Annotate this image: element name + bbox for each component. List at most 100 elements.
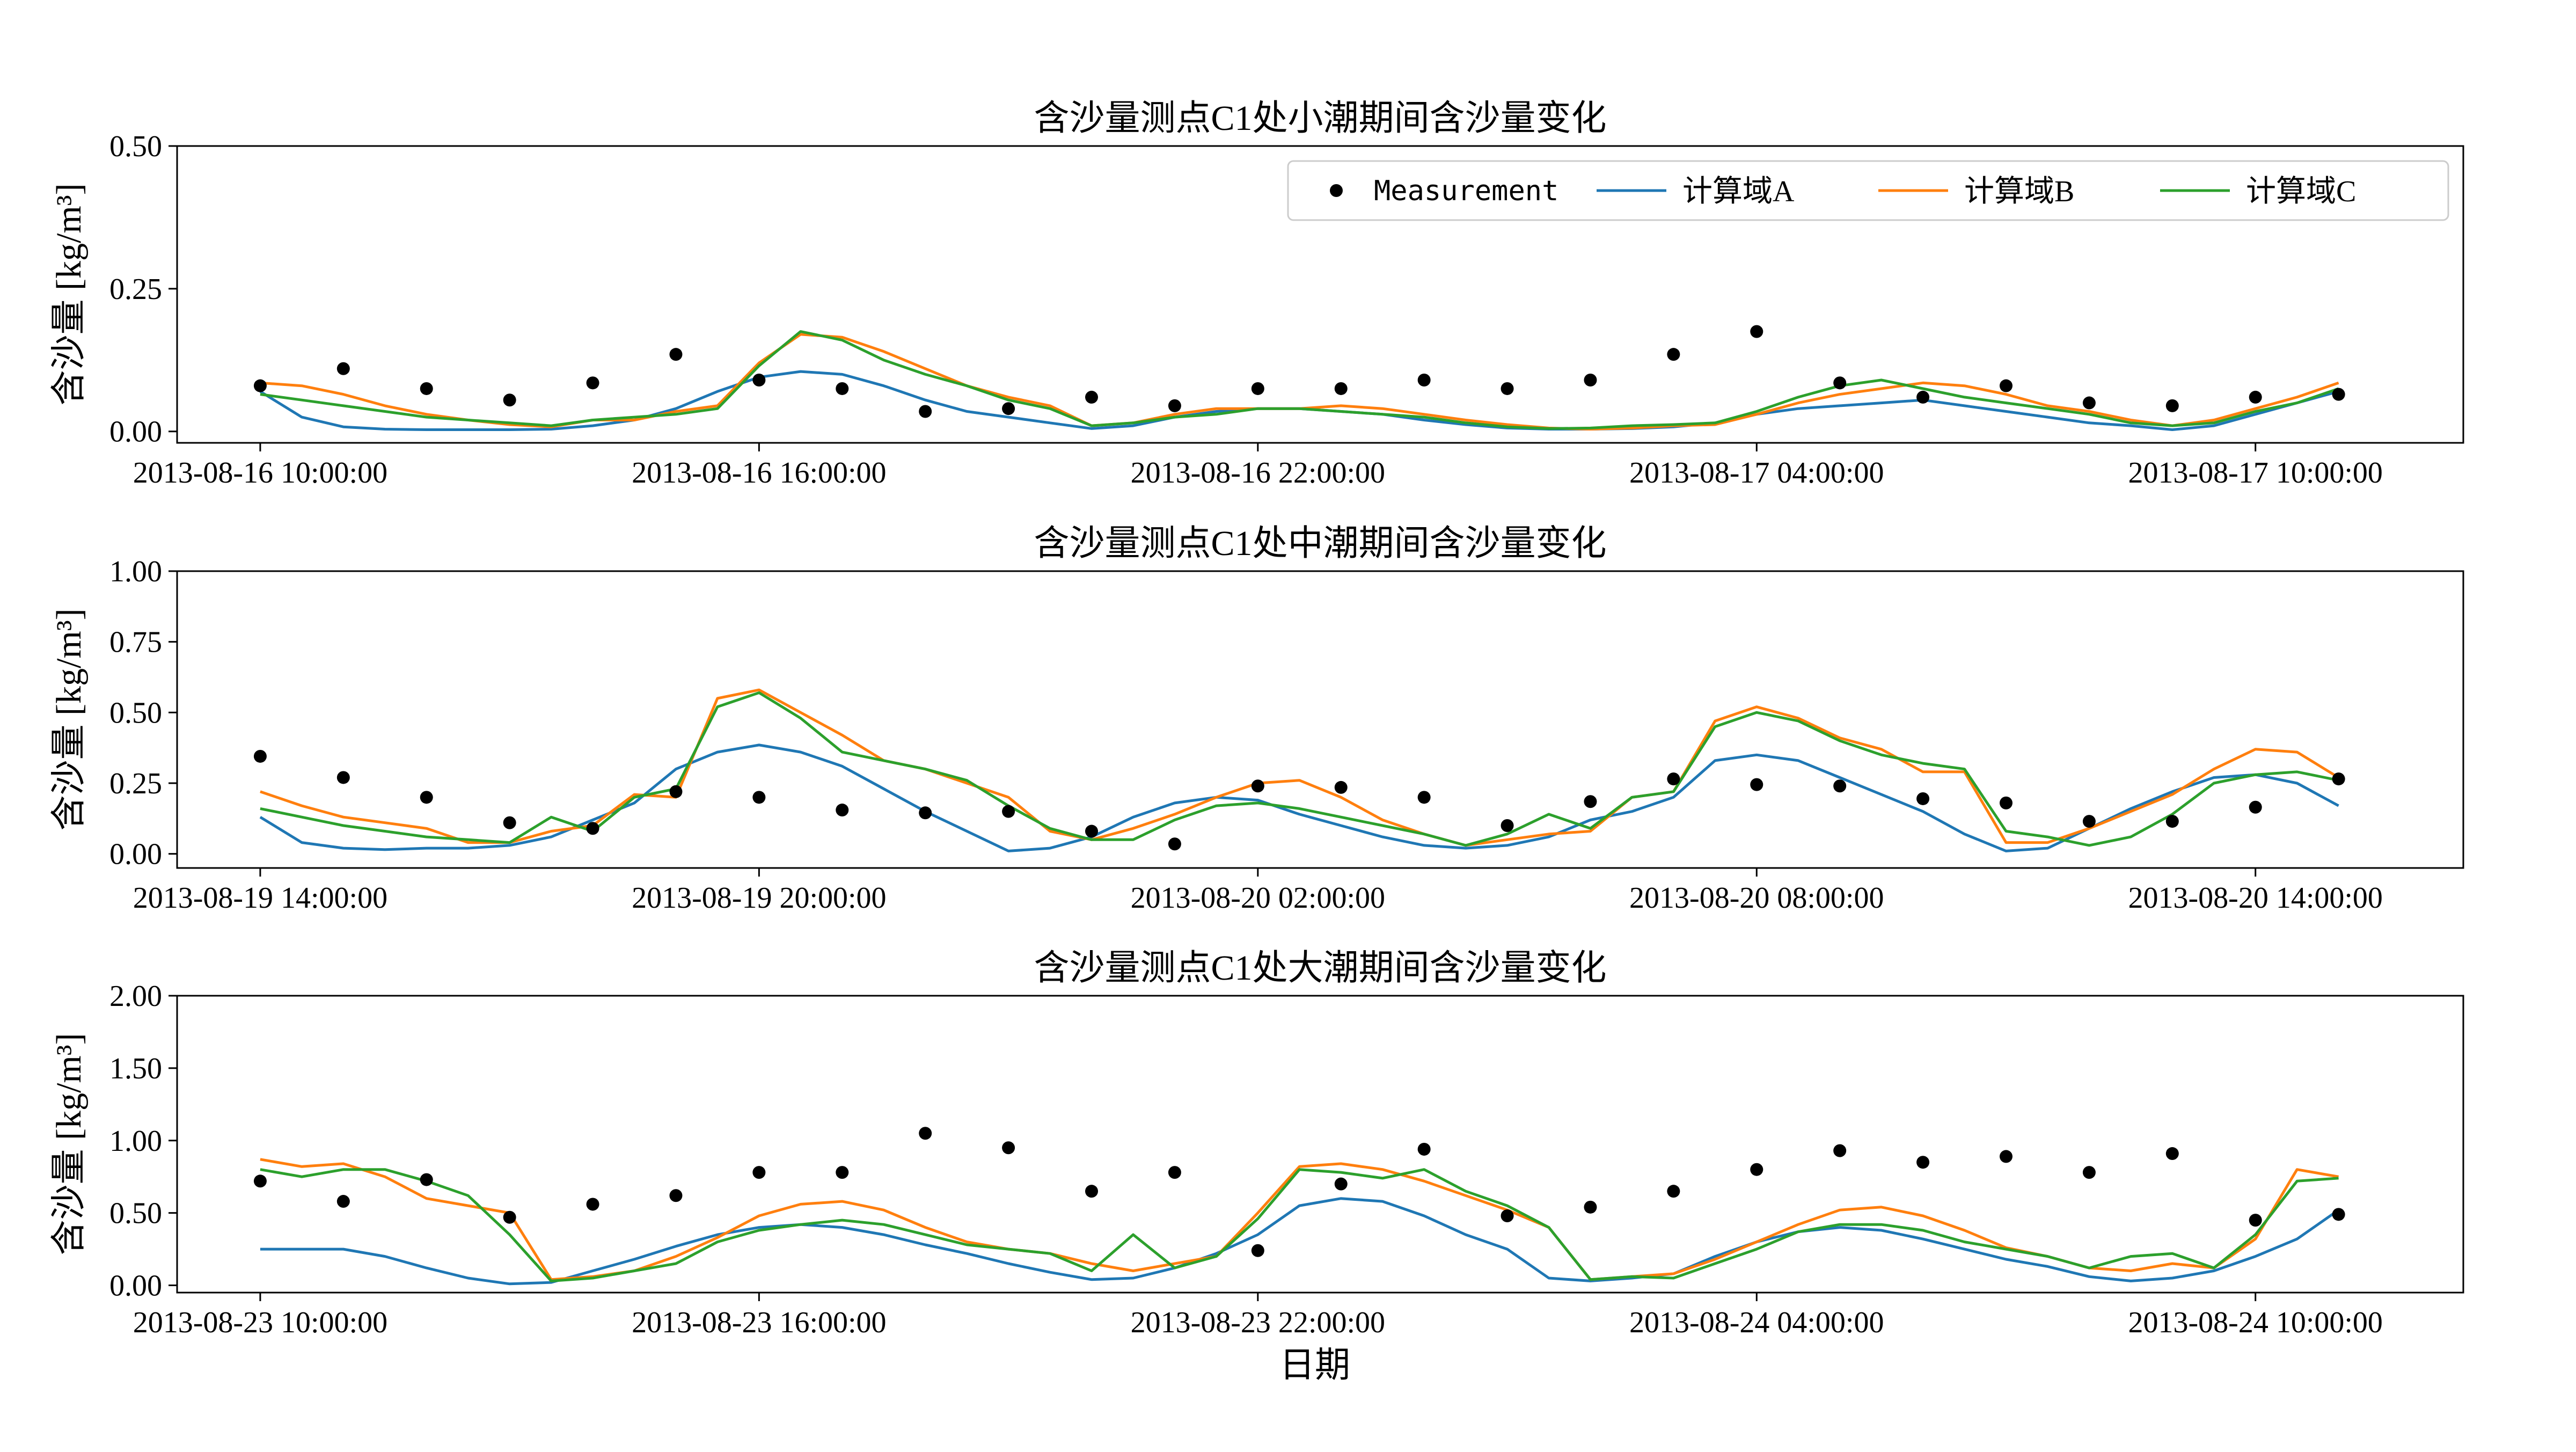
measurement-point [1251, 1244, 1264, 1257]
x-tick-label: 2013-08-16 16:00:00 [632, 456, 886, 490]
measurement-point [2082, 815, 2096, 828]
measurement-point [1667, 348, 1680, 361]
measurement-point [586, 822, 599, 835]
measurement-point [2249, 1214, 2262, 1227]
measurement-point [253, 379, 267, 392]
measurement-point [1833, 376, 1847, 390]
x-tick-label: 2013-08-17 04:00:00 [1629, 456, 1884, 490]
measurement-point [752, 374, 766, 387]
x-tick-label: 2013-08-23 22:00:00 [1131, 1306, 1385, 1339]
measurement-point [1417, 1142, 1431, 1156]
measurement-point [1584, 374, 1597, 387]
measurement-point [1085, 390, 1098, 404]
measurement-point [669, 348, 683, 361]
measurement-point [420, 791, 433, 804]
y-tick-label: 2.00 [109, 980, 162, 1013]
measurement-point [1501, 382, 1514, 395]
measurement-point [1002, 402, 1015, 415]
measurement-point [586, 1198, 599, 1211]
measurement-point [1334, 780, 1348, 794]
measurement-point [1750, 325, 1763, 338]
chart-title: 含沙量测点C1处小潮期间含沙量变化 [1034, 99, 1606, 138]
measurement-point [1833, 1144, 1847, 1157]
measurement-point [2000, 1150, 2012, 1163]
legend-marker-measurement [1330, 184, 1343, 197]
series-line-A [260, 1197, 2340, 1286]
measurement-point [2000, 796, 2012, 809]
y-axis-label: 含沙量 [kg/m³] [49, 609, 89, 831]
legend-label-measurement: Measurement [1374, 175, 1558, 207]
legend-label-B: 计算域B [1964, 175, 2074, 208]
measurement-point [2332, 1208, 2345, 1221]
plot-frame [176, 145, 2464, 444]
measurement-point [336, 362, 350, 375]
measurement-point [836, 382, 849, 395]
measurement-point [1501, 819, 1514, 832]
measurement-point [1916, 390, 1930, 404]
measurement-point [1667, 1185, 1680, 1198]
measurement-point [919, 806, 932, 820]
x-tick-label: 2013-08-20 14:00:00 [2128, 881, 2383, 915]
series-line-B [260, 1158, 2339, 1281]
y-axis-label: 含沙量 [kg/m³] [49, 1033, 89, 1256]
measurement-point [1833, 779, 1847, 793]
measurement-point [336, 1195, 350, 1208]
y-tick-label: 0.50 [109, 1197, 162, 1230]
measurement-point [1417, 374, 1431, 387]
measurement-point [2082, 396, 2096, 410]
y-tick-label: 0.25 [109, 767, 162, 800]
x-tick-label: 2013-08-23 16:00:00 [632, 1306, 886, 1339]
measurement-point [503, 816, 516, 829]
legend: Measurement 计算域A 计算域B 计算域C [1287, 160, 2449, 221]
measurement-point [1667, 772, 1680, 786]
measurement-point [1168, 399, 1181, 412]
y-tick-label: 0.50 [109, 130, 162, 163]
measurement-point [1251, 779, 1264, 793]
series-line-B [260, 688, 2339, 847]
legend-label-A: 计算域A [1682, 175, 1795, 208]
y-tick-label: 1.00 [109, 1125, 162, 1158]
x-tick-label: 2013-08-17 10:00:00 [2128, 456, 2383, 490]
y-tick-label: 0.00 [109, 1269, 162, 1303]
measurement-point [1168, 1166, 1181, 1179]
series-line-C [260, 691, 2339, 847]
measurement-point [2000, 379, 2012, 392]
measurement-point [2332, 388, 2345, 401]
x-tick-label: 2013-08-23 10:00:00 [133, 1306, 387, 1339]
measurement-point [1501, 1209, 1514, 1223]
measurement-point [1334, 1177, 1348, 1191]
measurement-point [1168, 837, 1181, 851]
measurement-point [253, 749, 267, 763]
measurement-point [2165, 1147, 2179, 1161]
plot-frame [176, 995, 2464, 1294]
measurement-point [2082, 1166, 2096, 1179]
measurement-point [420, 1173, 433, 1186]
measurement-point [1750, 778, 1763, 791]
measurement-point [420, 382, 433, 395]
x-tick-label: 2013-08-16 22:00:00 [1131, 456, 1385, 490]
y-tick-label: 1.00 [109, 555, 162, 588]
chart-title: 含沙量测点C1处中潮期间含沙量变化 [1034, 524, 1606, 563]
measurement-point [669, 785, 683, 798]
x-tick-label: 2013-08-19 14:00:00 [133, 881, 387, 915]
measurement-point [836, 804, 849, 817]
measurement-point [336, 771, 350, 784]
x-tick-label: 2013-08-24 04:00:00 [1629, 1306, 1884, 1339]
measurement-point [2249, 390, 2262, 404]
measurement-point [752, 1166, 766, 1179]
measurement-point [836, 1166, 849, 1179]
legend-box [1287, 160, 2449, 221]
measurement-point [752, 791, 766, 804]
plot-frame [176, 570, 2464, 869]
measurement-point [503, 1210, 516, 1224]
y-tick-label: 0.25 [109, 273, 162, 306]
chart-title: 含沙量测点C1处大潮期间含沙量变化 [1034, 948, 1606, 988]
measurement-point [1417, 791, 1431, 804]
measurement-point [1584, 1200, 1597, 1214]
measurement-point [1334, 382, 1348, 395]
x-axis-label: 日期 [1279, 1346, 1350, 1385]
y-tick-label: 0.00 [109, 838, 162, 871]
